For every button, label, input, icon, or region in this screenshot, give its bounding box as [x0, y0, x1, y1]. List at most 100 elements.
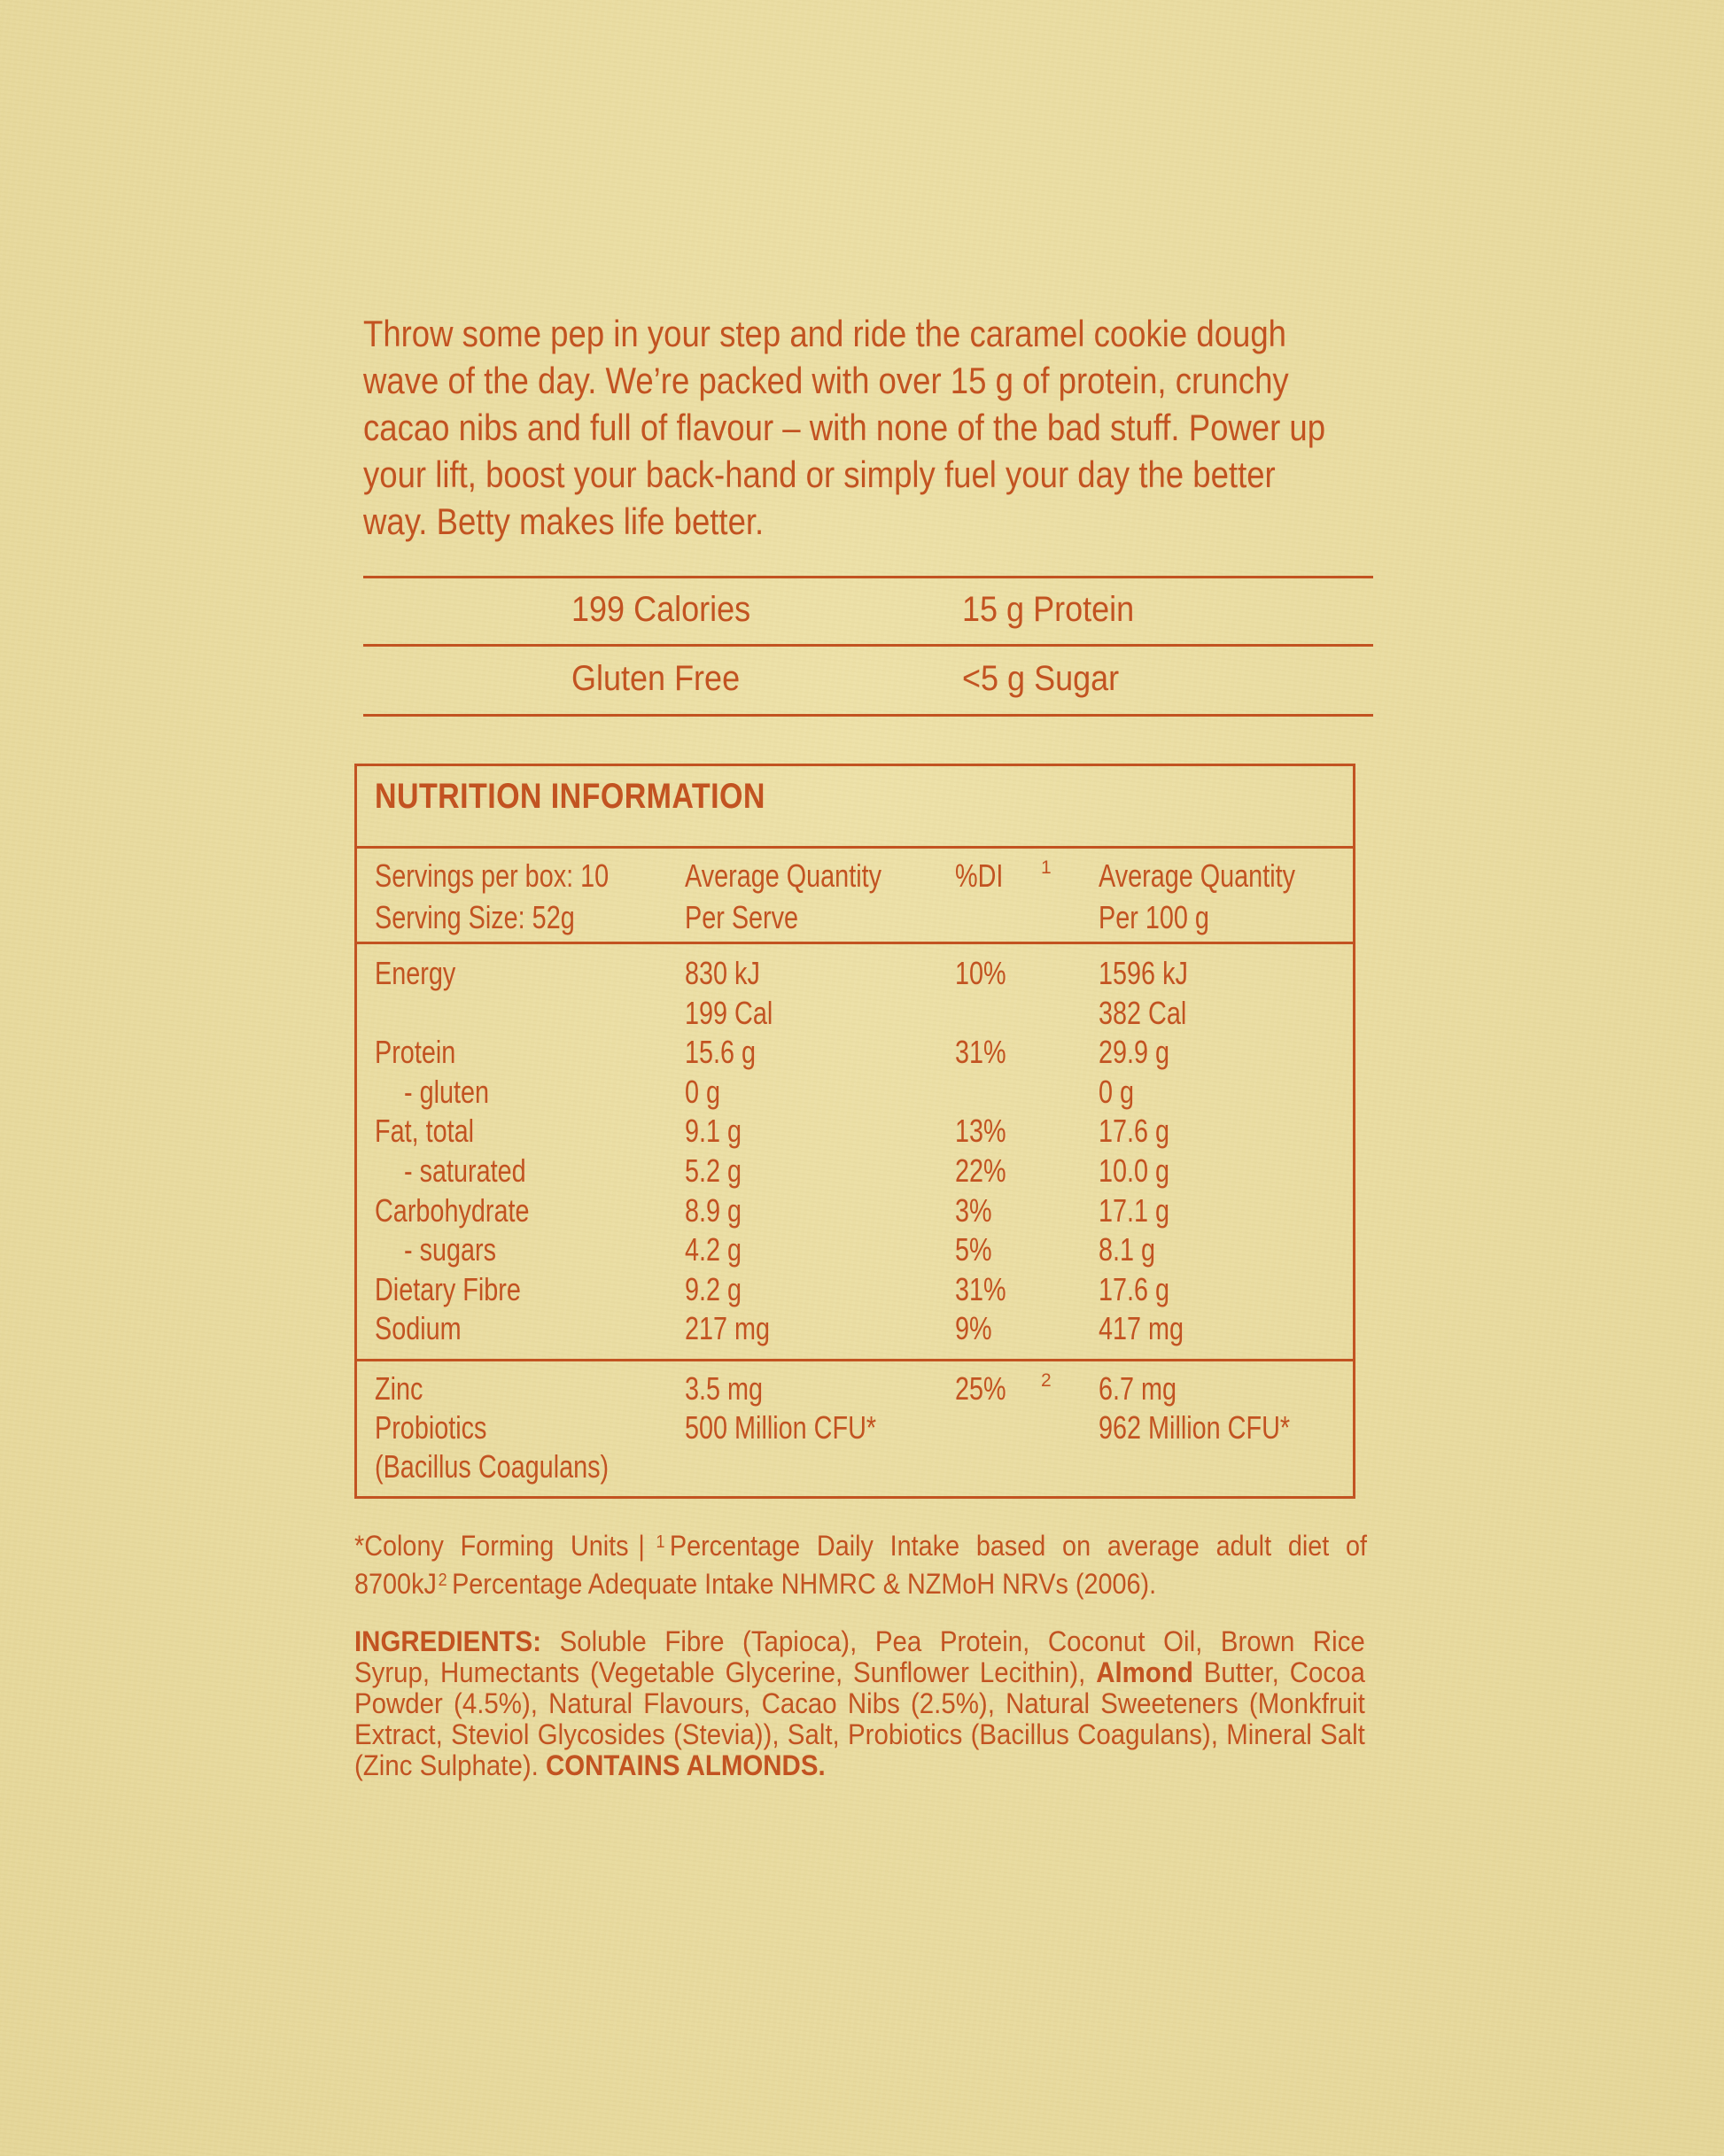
footnote-superscript-2: 2: [438, 1570, 447, 1590]
header-di: %DI: [955, 857, 1004, 894]
per-serve-value: 4.2 g: [685, 1231, 742, 1268]
table-header-row-2: Serving Size: 52g Per Serve Per 100 g: [357, 897, 1353, 937]
highlight-rule-top: [363, 576, 1373, 578]
header-servings: Servings per box: 10: [375, 857, 610, 894]
per-serve-value: 217 mg: [685, 1310, 771, 1346]
per-100g-value: 17.1 g: [1099, 1192, 1170, 1229]
di-value: 22%: [955, 1152, 1006, 1189]
table-row-gluten: - gluten 0 g 0 g: [357, 1072, 1353, 1112]
per-serve-value: 500 Million CFU*: [685, 1409, 877, 1446]
nutrient-label: - sugars: [404, 1231, 497, 1268]
per-serve-value: 5.2 g: [685, 1152, 742, 1189]
table-row-bacillus: (Bacillus Coagulans): [357, 1446, 1353, 1486]
intro-line: wave of the day. We’re packed with over …: [363, 360, 1289, 401]
panel-rule-title: [357, 846, 1353, 849]
footnote-di-note: Percentage Daily Intake based on average…: [669, 1530, 1368, 1562]
per-serve-value: 830 kJ: [685, 955, 760, 991]
highlight-row-2: Gluten Free <5 g Sugar: [363, 644, 1373, 714]
di-value: 3%: [955, 1192, 992, 1229]
footnote-divider: |: [638, 1530, 645, 1562]
intro-paragraph: Throw some pep in your step and ride the…: [363, 310, 1469, 545]
di-superscript: 2: [1041, 1370, 1052, 1391]
per-serve-value: 15.6 g: [685, 1034, 757, 1070]
per-100g-value: 382 Cal: [1099, 995, 1187, 1031]
table-row-saturated: - saturated 5.2 g 22% 10.0 g: [357, 1151, 1353, 1190]
ingredients-bold: INGREDIENTS:: [354, 1625, 541, 1657]
per-100g-value: 6.7 mg: [1099, 1370, 1177, 1407]
table-row-energy: Energy 830 kJ 10% 1596 kJ: [357, 953, 1353, 993]
table-row-carbohydrate: Carbohydrate 8.9 g 3% 17.1 g: [357, 1190, 1353, 1230]
nutrient-label: Probiotics: [375, 1409, 487, 1446]
per-serve-value: 9.1 g: [685, 1113, 742, 1149]
table-row-protein: Protein 15.6 g 31% 29.9 g: [357, 1032, 1353, 1072]
table-row-fibre: Dietary Fibre 9.2 g 31% 17.6 g: [357, 1269, 1353, 1309]
ingredients-text: Extract, Steviol Glycosides (Stevia)), S…: [354, 1718, 1365, 1750]
highlight-sugar: <5 g Sugar: [962, 659, 1120, 698]
di-value: 10%: [955, 955, 1006, 991]
per-serve-value: 0 g: [685, 1074, 721, 1110]
nutrient-label: Carbohydrate: [375, 1192, 530, 1229]
intro-line: cacao nibs and full of flavour – with no…: [363, 407, 1326, 448]
per-serve-value: 8.9 g: [685, 1192, 742, 1229]
ingredients-text: Syrup, Humectants (Vegetable Glycerine, …: [354, 1656, 1097, 1688]
ingredients-text: (Zinc Sulphate).: [354, 1749, 546, 1781]
ingredients-line: INGREDIENTS: Soluble Fibre (Tapioca), Pe…: [354, 1626, 1365, 1657]
contains-almonds-bold: CONTAINS ALMONDS.: [545, 1749, 826, 1781]
per-100g-value: 417 mg: [1099, 1310, 1184, 1346]
header-per-100g: Average Quantity: [1099, 857, 1296, 894]
per-100g-value: 8.1 g: [1099, 1231, 1156, 1268]
nutrient-label: Energy: [375, 955, 456, 991]
nutrient-label: Fat, total: [375, 1113, 475, 1149]
nutrient-label: Dietary Fibre: [375, 1271, 521, 1307]
table-row-probiotics: Probiotics 500 Million CFU* 962 Million …: [357, 1408, 1353, 1447]
header-per-serve-2: Per Serve: [685, 899, 799, 935]
table-row-zinc: Zinc 3.5 mg 25% 2 6.7 mg: [357, 1369, 1353, 1408]
footnote: *Colony Forming Units | 1 Percentage Daily …: [354, 1529, 1367, 1605]
panel-rule-header: [357, 942, 1353, 944]
table-row-sodium: Sodium 217 mg 9% 417 mg: [357, 1308, 1353, 1348]
highlight-row-1: 199 Calories 15 g Protein: [363, 576, 1373, 644]
footnote-ai-note: Percentage Adequate Intake NHMRC & NZMoH…: [452, 1568, 1157, 1600]
nutrient-label: Zinc: [375, 1370, 423, 1407]
di-value: 31%: [955, 1271, 1006, 1307]
per-serve-value: 199 Cal: [685, 995, 773, 1031]
per-100g-value: 0 g: [1099, 1074, 1135, 1110]
header-per-serve: Average Quantity: [685, 857, 882, 894]
ingredients-text: Soluble Fibre (Tapioca), Pea Protein, Co…: [540, 1625, 1365, 1657]
highlight-protein: 15 g Protein: [962, 590, 1135, 629]
allergen-bold: Almond: [1096, 1656, 1193, 1688]
di-value: 13%: [955, 1113, 1006, 1149]
ingredients-paragraph: INGREDIENTS: Soluble Fibre (Tapioca), Pe…: [354, 1626, 1365, 1781]
per-100g-value: 17.6 g: [1099, 1113, 1170, 1149]
table-header-row-1: Servings per box: 10 Average Quantity %D…: [357, 856, 1353, 896]
intro-line: way. Betty makes life better.: [363, 500, 765, 542]
per-100g-value: 962 Million CFU*: [1099, 1409, 1291, 1446]
ingredients-line: Powder (4.5%), Natural Flavours, Cacao N…: [354, 1688, 1365, 1719]
ingredients-text: Powder (4.5%), Natural Flavours, Cacao N…: [354, 1687, 1365, 1719]
highlight-rule-middle: [363, 644, 1373, 647]
nutrient-label: - saturated: [404, 1152, 526, 1189]
di-value: 9%: [955, 1310, 992, 1346]
highlight-gluten-free: Gluten Free: [571, 659, 741, 698]
ingredients-line: Syrup, Humectants (Vegetable Glycerine, …: [354, 1657, 1365, 1688]
ingredients-line: Extract, Steviol Glycosides (Stevia)), S…: [354, 1719, 1365, 1750]
di-value: 31%: [955, 1034, 1006, 1070]
di-value: 5%: [955, 1231, 992, 1268]
table-row-energy-cal: 199 Cal 382 Cal: [357, 993, 1353, 1033]
ingredients-line: (Zinc Sulphate). CONTAINS ALMONDS.: [354, 1750, 1365, 1781]
per-100g-value: 17.6 g: [1099, 1271, 1170, 1307]
nutrition-panel: NUTRITION INFORMATION Servings per box: …: [354, 764, 1355, 1499]
footnote-cfu: *Colony Forming Units: [354, 1530, 629, 1562]
per-100g-value: 29.9 g: [1099, 1034, 1170, 1070]
table-row-fat: Fat, total 9.1 g 13% 17.6 g: [357, 1111, 1353, 1151]
nutrient-label: (Bacillus Coagulans): [375, 1448, 610, 1485]
nutrition-panel-title: NUTRITION INFORMATION: [375, 777, 765, 816]
intro-line: Throw some pep in your step and ride the…: [363, 313, 1286, 354]
footnote-superscript-1: 1: [656, 1532, 665, 1552]
intro-line: your lift, boost your back-hand or simpl…: [363, 454, 1276, 495]
per-100g-value: 10.0 g: [1099, 1152, 1170, 1189]
highlight-rule-bottom: [363, 714, 1373, 717]
nutrient-label: - gluten: [404, 1074, 490, 1110]
footnote-line-1: *Colony Forming Units | 1 Percentage Daily …: [354, 1529, 1367, 1567]
